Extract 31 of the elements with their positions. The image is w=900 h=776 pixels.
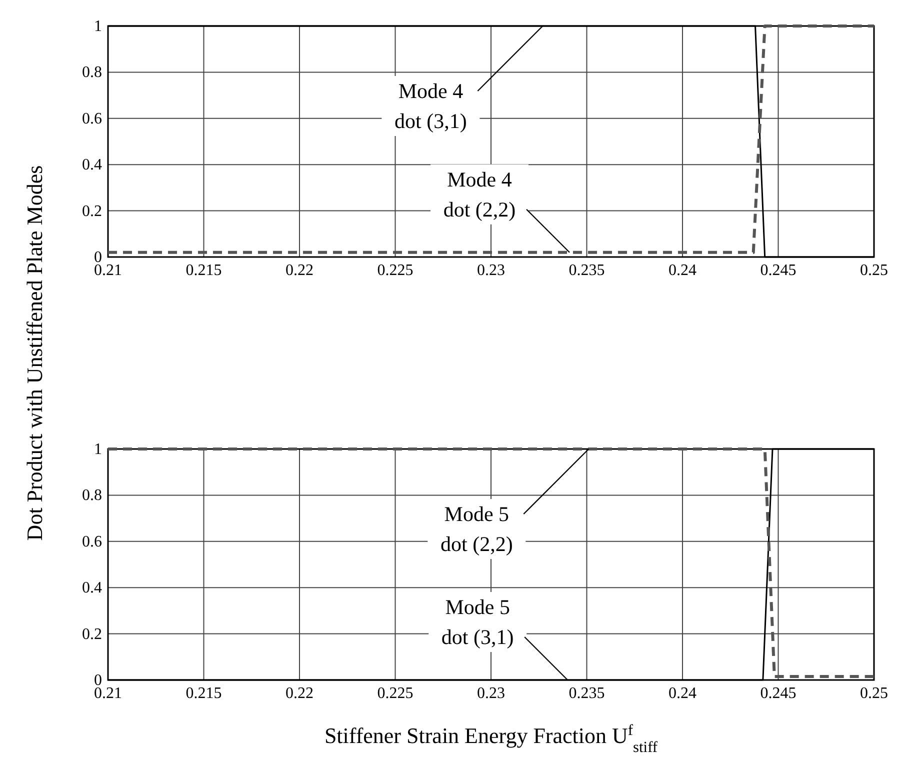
x-tick-label: 0.24 — [668, 685, 696, 702]
x-tick-label: 0.225 — [377, 262, 414, 279]
y-tick-label: 0.8 — [82, 487, 102, 504]
x-tick-label: 0.245 — [760, 685, 796, 702]
annotation: Mode 4 dot (3,1) — [394, 79, 467, 133]
y-tick-label: 0.8 — [82, 64, 102, 82]
x-tick-label: 0.23 — [477, 262, 505, 279]
x-tick-label: 0.24 — [668, 262, 696, 279]
y-tick-label: 1 — [94, 441, 102, 458]
x-tick-label: 0.22 — [286, 262, 314, 279]
x-tick-label: 0.25 — [860, 262, 888, 279]
x-tick-label: 0.235 — [568, 262, 605, 279]
x-tick-label: 0.235 — [568, 685, 605, 702]
x-tick-label: 0.22 — [286, 685, 314, 702]
x-tick-label: 0.23 — [477, 685, 505, 702]
x-tick-label: 0.245 — [760, 262, 796, 279]
y-tick-label: 0.2 — [82, 202, 102, 220]
y-tick-label: 0.6 — [82, 533, 102, 550]
x-tick-label: 0.225 — [377, 685, 414, 702]
y-tick-label: 0.2 — [82, 626, 102, 643]
x-tick-label: 0.215 — [186, 262, 222, 279]
y-tick-label: 1 — [94, 18, 102, 35]
annotation: Mode 5 dot (3,1) — [441, 595, 514, 649]
x-tick-label: 0.25 — [860, 685, 888, 702]
y-tick-label: 0.4 — [82, 580, 102, 597]
x-tick-label: 0.215 — [186, 685, 222, 702]
y-axis-title: Dot Product with Unstiffened Plate Modes — [22, 165, 47, 541]
annotation: Mode 5 dot (2,2) — [440, 502, 513, 556]
y-tick-label: 0.4 — [82, 156, 102, 174]
y-tick-label: 0.6 — [82, 110, 102, 128]
annotation: Mode 4 dot (2,2) — [443, 167, 516, 222]
